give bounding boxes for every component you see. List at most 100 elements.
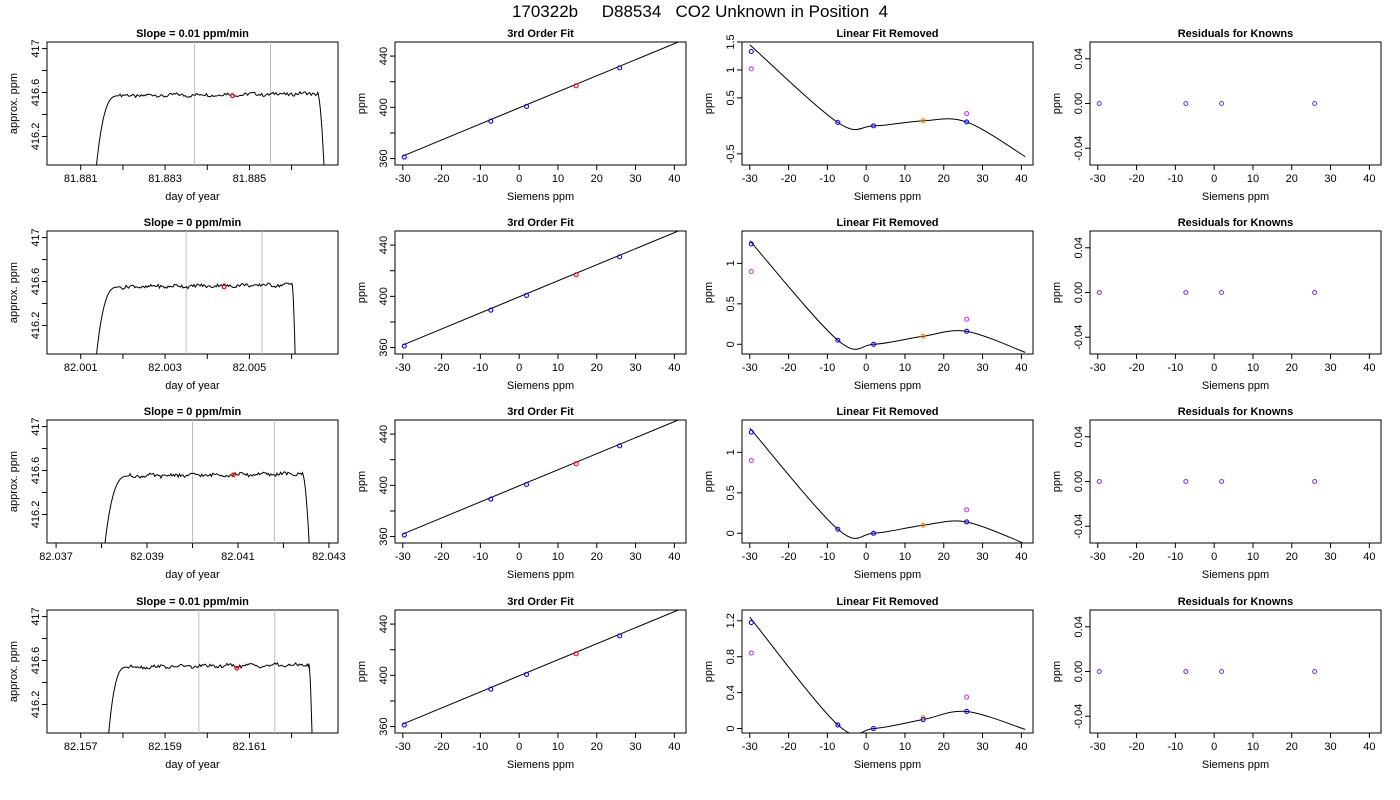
- data-point: [1096, 478, 1102, 485]
- data-point: [523, 103, 530, 109]
- x-tick-label: 10: [899, 551, 911, 563]
- data-point: [748, 650, 754, 656]
- data-point: [1096, 289, 1102, 296]
- data-point: [1096, 668, 1102, 675]
- x-tick-label: -10: [819, 173, 835, 185]
- x-tick-label: 40: [1015, 551, 1027, 563]
- chart-svg: 3rd Order Fit -30 -20 -10 0 10 20 30 40 360 400 440…: [356, 406, 687, 581]
- y-axis-label: ppm: [703, 93, 715, 114]
- x-tick-label: 40: [1363, 741, 1375, 753]
- y-axis-label: approx. ppm: [8, 451, 20, 512]
- y-tick-label: 416.2: [30, 501, 42, 529]
- x-tick-label: 40: [1015, 741, 1027, 753]
- data-point: [964, 507, 970, 513]
- data-point: [1183, 289, 1189, 296]
- plot-frame: [741, 419, 1034, 544]
- y-tick-label: 0.04: [1073, 237, 1085, 258]
- x-tick-label: 30: [629, 173, 641, 185]
- x-tick-label: 82.039: [130, 551, 164, 563]
- chart-title: Residuals for Knowns: [1178, 28, 1294, 40]
- data-point: [230, 93, 235, 99]
- data-point: [964, 119, 970, 125]
- y-tick-label: 0.5: [725, 485, 737, 500]
- chart-title: Residuals for Knowns: [1178, 217, 1294, 229]
- plot-frame: [741, 230, 1034, 355]
- y-tick-label: -0.04: [1073, 704, 1085, 729]
- x-tick-label: -20: [434, 551, 450, 563]
- x-tick-label: 30: [1324, 362, 1336, 374]
- chart-panel: Linear Fit Removed -30 -20 -10 0 10 20 30 40 0 0.4…: [695, 592, 1045, 781]
- x-tick-label: -20: [1129, 741, 1145, 753]
- y-tick-label: 0: [725, 530, 737, 536]
- x-tick-label: -30: [1090, 551, 1106, 563]
- plot-frame: [394, 41, 687, 166]
- x-tick-label: -10: [1167, 551, 1183, 563]
- y-tick-label: 417: [30, 417, 42, 435]
- x-tick-label: 30: [629, 741, 641, 753]
- data-point: [1218, 478, 1225, 485]
- data-point: [1218, 668, 1225, 675]
- y-tick-label: 440: [378, 615, 390, 633]
- plot-frame: [46, 609, 339, 734]
- plot-frame: [741, 609, 1034, 734]
- chart-panel: Linear Fit Removed -30 -20 -10 0 10 20 30 40 -0.5…: [695, 24, 1045, 213]
- chart-panel: Linear Fit Removed -30 -20 -10 0 10 20 30 40 0 0.5…: [695, 402, 1045, 591]
- x-axis-label: Siemens ppm: [507, 380, 574, 392]
- y-tick-label: 416.2: [30, 123, 42, 151]
- chart-panel: 3rd Order Fit -30 -20 -10 0 10 20 30 40 360 400 440…: [348, 213, 698, 402]
- data-point: [964, 316, 970, 322]
- x-tick-label: 20: [1286, 173, 1298, 185]
- x-tick-label: 40: [668, 173, 680, 185]
- data-point: [835, 337, 841, 343]
- chart-panel: Slope = 0 ppm/min 82.001 82.003 82.005 416.2…: [0, 213, 350, 402]
- data-point: [573, 83, 579, 89]
- chart-panel: Linear Fit Removed -30 -20 -10 0 10 20 30 40 0 0.5…: [695, 213, 1045, 402]
- data-point: [964, 111, 970, 117]
- y-tick-label: 0.00: [1073, 282, 1085, 303]
- x-tick-label: -20: [434, 741, 450, 753]
- x-tick-label: 40: [668, 551, 680, 563]
- y-tick-label: 400: [378, 476, 390, 494]
- data-point: [573, 461, 579, 467]
- data-point: [1218, 289, 1225, 296]
- chart-svg: Slope = 0 ppm/min 82.001 82.003 82.005 416.2…: [8, 217, 339, 392]
- chart-title: Linear Fit Removed: [836, 217, 938, 229]
- data-point: [870, 341, 877, 347]
- data-point: [1096, 100, 1102, 107]
- chart-title: Slope = 0.01 ppm/min: [136, 596, 249, 608]
- y-axis-label: ppm: [703, 282, 715, 303]
- y-tick-label: 0.04: [1073, 616, 1085, 637]
- fit-curve: [749, 240, 1026, 353]
- chart-title: Linear Fit Removed: [836, 28, 938, 40]
- y-tick-label: 416.6: [30, 647, 42, 675]
- plot-area: [748, 427, 1025, 543]
- x-axis-label: Siemens ppm: [1202, 569, 1269, 581]
- plot-area: [748, 616, 1026, 733]
- data-point: [920, 118, 926, 124]
- y-tick-label: 440: [378, 236, 390, 254]
- y-tick-label: 1.2: [725, 613, 737, 628]
- x-tick-label: 0: [863, 741, 869, 753]
- plot-area: [1096, 100, 1318, 107]
- data-point: [401, 532, 407, 538]
- x-tick-label: 10: [1247, 741, 1259, 753]
- data-point: [488, 118, 494, 124]
- x-tick-label: 0: [1211, 173, 1217, 185]
- chart-panel: Residuals for Knowns -30 -20 -10 0 10 20 30 40 -0…: [1043, 402, 1393, 591]
- x-tick-label: 81.881: [64, 173, 98, 185]
- x-tick-label: 0: [1211, 551, 1217, 563]
- data-point: [920, 522, 926, 528]
- chart-panel: 3rd Order Fit -30 -20 -10 0 10 20 30 40 360 400 440…: [348, 402, 698, 591]
- x-tick-label: 82.161: [233, 741, 267, 753]
- plot-frame: [1089, 609, 1382, 734]
- data-point: [870, 530, 877, 536]
- chart-svg: Linear Fit Removed -30 -20 -10 0 10 20 30 40 -0.5…: [703, 28, 1034, 203]
- x-tick-label: 82.005: [233, 362, 267, 374]
- x-tick-label: 20: [1286, 551, 1298, 563]
- x-axis-label: Siemens ppm: [854, 380, 921, 392]
- x-axis-label: Siemens ppm: [1202, 191, 1269, 203]
- x-tick-label: 40: [1363, 362, 1375, 374]
- chart-svg: Linear Fit Removed -30 -20 -10 0 10 20 30 40 0 0.5…: [703, 406, 1034, 581]
- plot-area: [748, 240, 1026, 353]
- x-tick-label: -30: [395, 173, 411, 185]
